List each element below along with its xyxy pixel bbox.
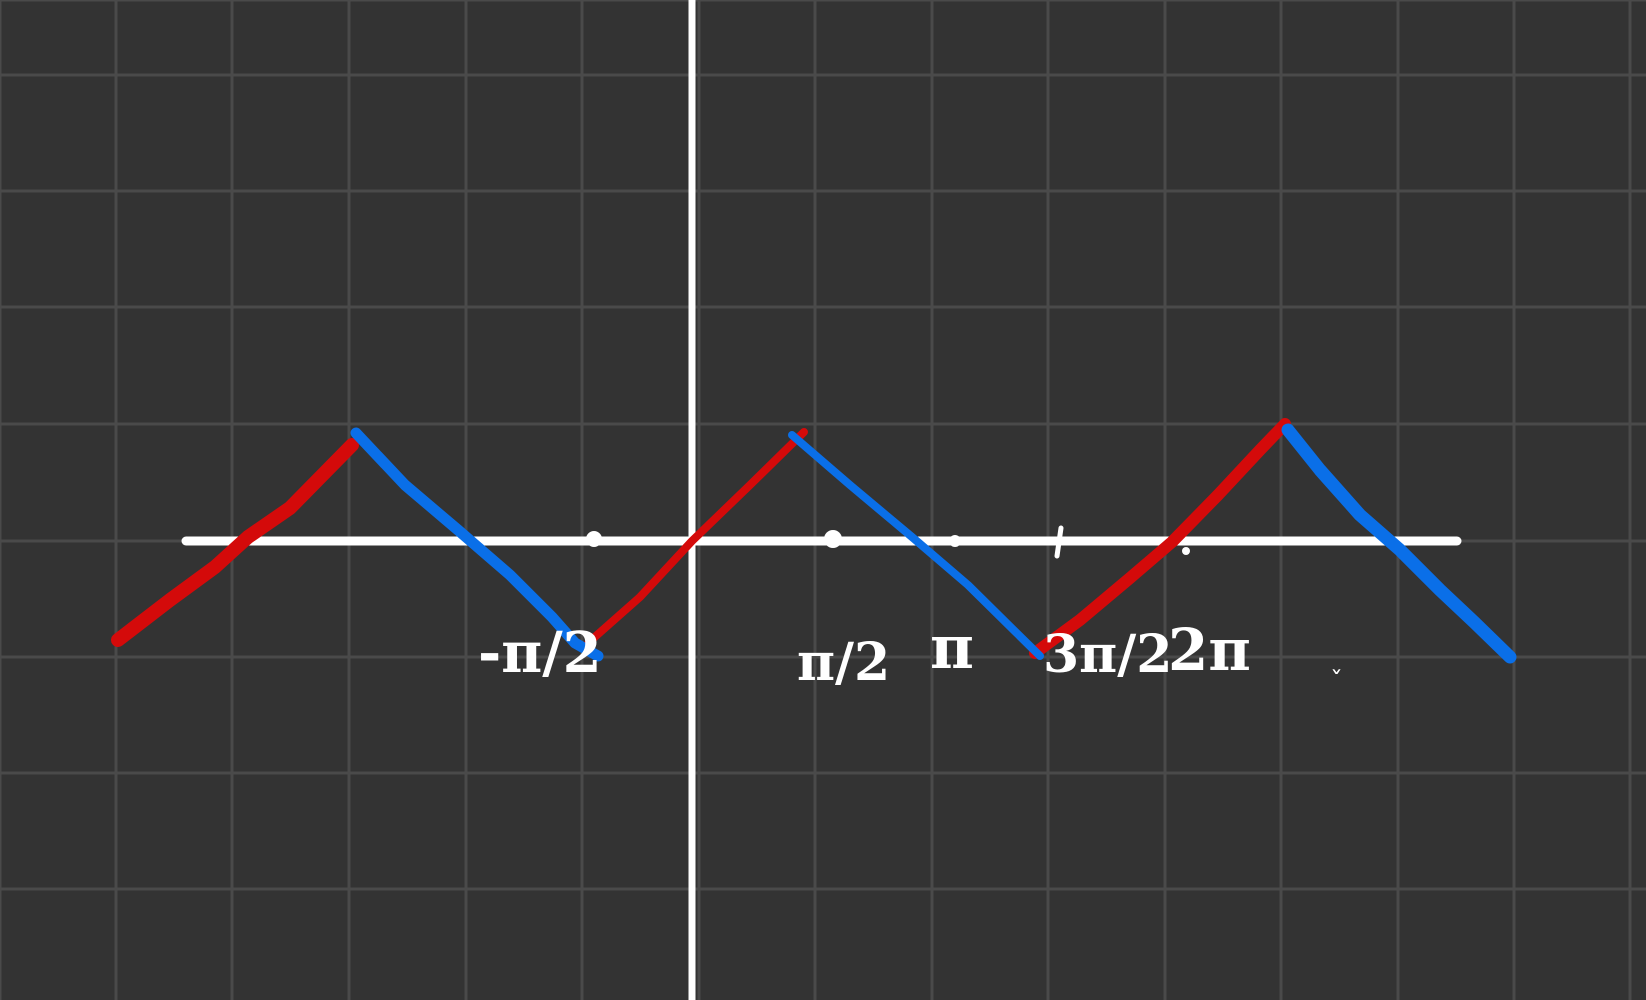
red-stroke-segment-2 <box>584 428 808 647</box>
red-stroke-segment-1 <box>111 438 359 647</box>
tick-label-three-half-pi: 3π/2 <box>1043 624 1172 685</box>
tick-mark-three-half-pi <box>1054 525 1064 559</box>
tick-dot-half-pi <box>824 530 842 548</box>
blue-zigzag-stroke <box>350 423 1517 664</box>
red-stroke-segment-3 <box>1029 418 1291 659</box>
red-zigzag-stroke <box>111 418 1291 659</box>
blue-stroke-segment-1 <box>350 427 604 662</box>
axis-tick-marks <box>586 525 1190 559</box>
tick-label-neg-half-pi: -π/2 <box>478 620 602 686</box>
tick-dot-neg-half-pi <box>586 531 602 547</box>
blue-stroke-segment-2 <box>788 431 1044 660</box>
tick-label-two-pi: 2π <box>1168 616 1251 684</box>
tick-label-half-pi: π/2 <box>797 632 890 693</box>
tick-label-pi: π <box>930 613 974 683</box>
tick-dot-pi <box>949 535 961 547</box>
axis-tick-labels: -π/2 π/2 π 3π/2 2π <box>478 613 1251 693</box>
stray-pen-mark: ˇ <box>1330 667 1343 697</box>
blue-stroke-segment-3 <box>1281 423 1517 664</box>
tick-dot-two-pi <box>1182 547 1190 555</box>
